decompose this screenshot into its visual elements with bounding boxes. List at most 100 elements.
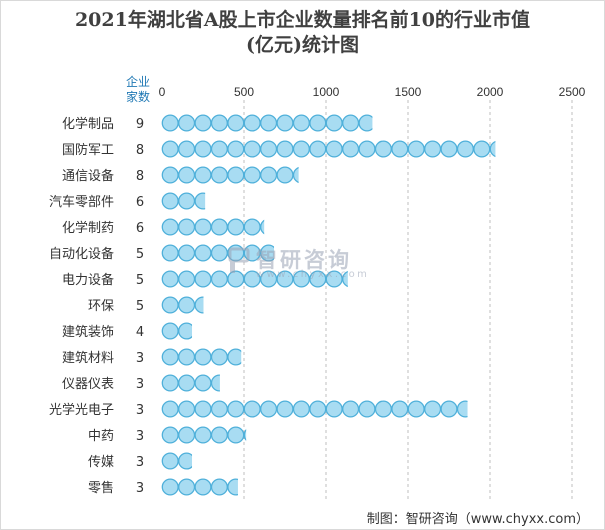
bar-series-row [161, 400, 468, 418]
bar-marker [178, 114, 196, 132]
bar-marker [161, 452, 179, 470]
bar-marker [456, 140, 474, 158]
bar-marker [489, 140, 496, 158]
bar-marker [194, 192, 206, 210]
category-label: 光学光电子 [49, 402, 114, 418]
x-tick-label: 0 [159, 85, 166, 99]
bar-marker [161, 140, 179, 158]
watermark: 智研咨询 www.chyxx.com [228, 244, 388, 284]
bar-marker [194, 296, 204, 314]
bar-marker [292, 140, 310, 158]
bar-marker [210, 244, 228, 262]
title-line-2: (亿元)统计图 [246, 34, 359, 56]
count-label: 3 [136, 429, 144, 444]
bar-marker [161, 296, 179, 314]
watermark-url: www.chyxx.com [256, 269, 370, 280]
bar-marker [194, 114, 212, 132]
category-label: 仪器仪表 [62, 377, 114, 392]
bar-marker [243, 166, 261, 184]
bar-marker [374, 140, 392, 158]
bar-marker [161, 348, 179, 366]
count-header-line-1: 企业 [126, 74, 150, 89]
bar-marker [161, 192, 179, 210]
bar-marker [276, 114, 294, 132]
bar-marker [194, 244, 212, 262]
bar-marker [161, 426, 179, 444]
bar-marker [358, 400, 376, 418]
bar-series-row [161, 348, 242, 366]
count-label: 4 [136, 325, 144, 340]
bar-marker [243, 400, 261, 418]
bar-marker [178, 452, 193, 470]
bar-marker [210, 218, 228, 236]
bar-marker [309, 114, 327, 132]
category-label: 化学制药 [62, 220, 114, 236]
bar-marker [227, 140, 245, 158]
bar-marker [194, 400, 212, 418]
bar-marker [309, 400, 327, 418]
watermark-name: 智研咨询 [256, 248, 352, 272]
bar-marker [161, 374, 179, 392]
bar-marker [227, 114, 245, 132]
source-note: 制图：智研咨询（www.chyxx.com） [366, 512, 589, 527]
count-label: 3 [136, 351, 144, 366]
bar-marker [178, 166, 196, 184]
watermark-logo-icon [228, 247, 250, 273]
bar-marker [227, 426, 245, 444]
bar-marker [161, 270, 179, 288]
bar-marker [227, 218, 245, 236]
count-header-line-2: 家数 [126, 89, 150, 104]
bar-marker [342, 114, 360, 132]
bar-marker [358, 114, 373, 132]
category-label: 环保 [88, 299, 114, 314]
bar-marker [260, 114, 278, 132]
bar-marker [260, 166, 278, 184]
bar-marker [210, 374, 220, 392]
bar-series-row [161, 452, 193, 470]
bar-marker [161, 244, 179, 262]
count-label: 3 [136, 403, 144, 418]
category-label: 国防军工 [62, 142, 114, 158]
bar-marker [276, 140, 294, 158]
bar-marker [391, 140, 409, 158]
bar-series-row [161, 270, 348, 288]
bar-marker [161, 322, 179, 340]
bar-series-row [161, 374, 220, 392]
category-label: 汽车零部件 [49, 194, 114, 210]
bar-marker [194, 348, 212, 366]
bar-marker [210, 348, 228, 366]
bar-series-row [161, 192, 206, 210]
bar-marker [260, 400, 278, 418]
bar-marker [424, 400, 442, 418]
count-label: 5 [136, 299, 144, 314]
count-label: 3 [136, 455, 144, 470]
bar-marker [342, 140, 360, 158]
bar-marker [194, 426, 212, 444]
bar-marker [210, 426, 228, 444]
category-label: 传媒 [88, 455, 114, 470]
bar-series-row [161, 296, 204, 314]
bar-marker [325, 400, 343, 418]
count-label: 3 [136, 377, 144, 392]
bar-marker [178, 192, 196, 210]
bar-marker [178, 374, 196, 392]
bar-marker [243, 114, 261, 132]
bar-series-row [161, 322, 193, 340]
bar-marker [391, 400, 409, 418]
bar-marker [178, 400, 196, 418]
bar-marker [227, 478, 238, 496]
bar-marker [178, 140, 196, 158]
bar-marker [161, 478, 179, 496]
bar-marker [456, 400, 468, 418]
bar-series-row [161, 478, 238, 496]
x-tick-label: 1500 [395, 85, 422, 99]
count-label: 9 [136, 117, 144, 132]
bar-marker [210, 140, 228, 158]
x-tick-label: 2500 [559, 85, 586, 99]
bar-marker [342, 400, 360, 418]
bar-marker [325, 140, 343, 158]
bar-marker [194, 270, 212, 288]
bar-marker [260, 244, 275, 262]
bar-marker [292, 114, 310, 132]
bar-marker [178, 478, 196, 496]
